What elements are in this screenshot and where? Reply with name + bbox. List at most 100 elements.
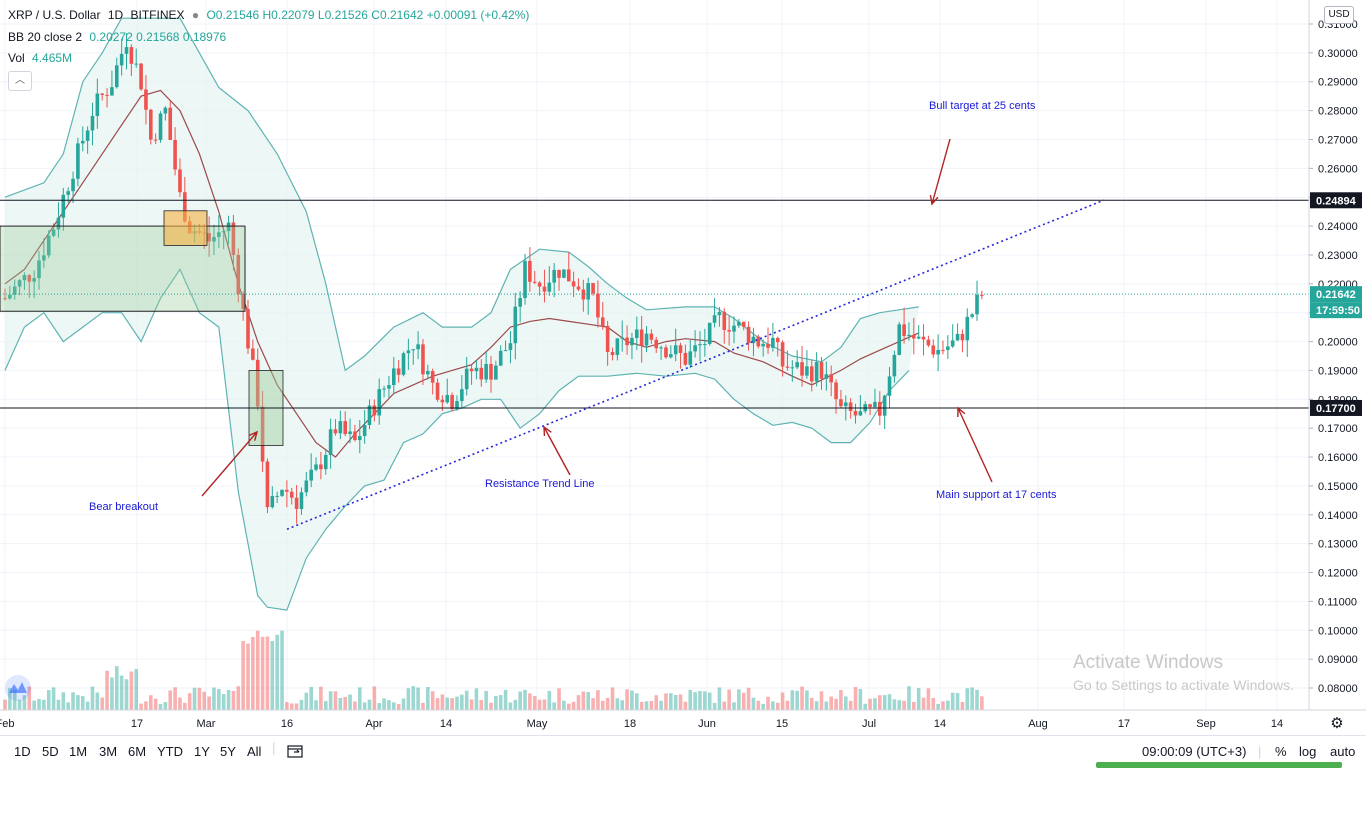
candle-body bbox=[557, 269, 561, 278]
bear-breakout-arrow-head bbox=[248, 430, 259, 441]
volume-bar bbox=[173, 687, 177, 710]
candle-body bbox=[319, 464, 323, 470]
range-3m[interactable]: 3M bbox=[99, 744, 118, 759]
countdown-badge: 17:59:50 bbox=[1316, 305, 1360, 317]
volume-bar bbox=[56, 699, 61, 710]
range-6m[interactable]: 6M bbox=[128, 744, 147, 759]
volume-bar bbox=[795, 690, 799, 710]
candle-body bbox=[32, 278, 36, 282]
volume-bar bbox=[809, 697, 814, 710]
volume-bar bbox=[464, 690, 469, 710]
candle-body bbox=[353, 431, 357, 441]
loading-progress-bar bbox=[1096, 762, 1342, 768]
volume-bar bbox=[635, 693, 639, 710]
range-1d[interactable]: 1D bbox=[14, 744, 31, 759]
price-tick-label: 0.23000 bbox=[1318, 250, 1358, 262]
time-tick-label: 14 bbox=[934, 718, 946, 730]
candle-body bbox=[921, 336, 926, 340]
currency-badge[interactable]: USD bbox=[1324, 6, 1354, 24]
volume-bar bbox=[863, 703, 868, 710]
candle-body bbox=[255, 359, 260, 407]
candle-body bbox=[780, 342, 785, 367]
candle-body bbox=[323, 454, 328, 470]
settings-gear-icon[interactable]: ⚙ bbox=[1330, 715, 1343, 732]
date-range-icon[interactable] bbox=[286, 743, 304, 759]
volume-bar bbox=[416, 687, 420, 710]
candle-body bbox=[605, 325, 610, 352]
candle-body bbox=[207, 233, 211, 242]
candle-body bbox=[396, 368, 401, 375]
auto-toggle[interactable]: auto bbox=[1330, 744, 1356, 759]
support-arrow bbox=[957, 407, 993, 483]
volume-bar bbox=[620, 700, 625, 710]
chart-logo-icon bbox=[5, 675, 31, 701]
candle-body bbox=[975, 294, 979, 315]
clock-timezone[interactable]: 09:00:09 (UTC+3) bbox=[1142, 744, 1247, 759]
bull-target-arrow bbox=[931, 138, 951, 205]
range-ytd[interactable]: YTD bbox=[157, 744, 183, 759]
volume-bar bbox=[17, 699, 22, 710]
volume-bar bbox=[503, 689, 508, 710]
log-toggle[interactable]: log bbox=[1299, 744, 1317, 759]
volume-bar bbox=[659, 700, 663, 710]
volume-bar bbox=[751, 697, 756, 710]
range-1y[interactable]: 1Y bbox=[194, 744, 210, 759]
interval-label[interactable]: 1D bbox=[107, 8, 124, 22]
volume-bar bbox=[756, 700, 761, 710]
candle-body bbox=[231, 222, 236, 255]
volume-bar bbox=[912, 701, 916, 710]
price-tick-label: 0.09000 bbox=[1318, 654, 1358, 666]
volume-bar bbox=[775, 702, 780, 710]
volume-bar bbox=[722, 701, 727, 710]
candle-body bbox=[479, 367, 484, 380]
candle-body bbox=[625, 337, 629, 346]
collapse-legend-button[interactable]: ︿ bbox=[8, 71, 32, 91]
volume-bar bbox=[921, 697, 926, 710]
watermark-title: Activate Windows bbox=[1073, 652, 1223, 673]
bb-label[interactable]: BB 20 close 2 bbox=[8, 30, 83, 44]
volume-bar bbox=[241, 640, 245, 710]
candle-body bbox=[285, 489, 289, 492]
vol-label[interactable]: Vol bbox=[8, 51, 25, 65]
price-tick-label: 0.24000 bbox=[1318, 221, 1358, 233]
volume-bar bbox=[450, 698, 454, 710]
countdown-badge-bg bbox=[1310, 302, 1362, 319]
candle-body bbox=[61, 194, 66, 218]
range-all[interactable]: All bbox=[247, 744, 262, 759]
candle-body bbox=[600, 317, 605, 326]
volume-bar bbox=[586, 692, 590, 710]
percent-toggle[interactable]: % bbox=[1275, 744, 1287, 759]
candle-body bbox=[119, 53, 124, 66]
toolbar-divider: | bbox=[272, 740, 276, 755]
volume-bar bbox=[591, 698, 595, 710]
price-tick-label: 0.15000 bbox=[1318, 481, 1358, 493]
time-tick-label: 16 bbox=[281, 718, 293, 730]
volume-bar bbox=[557, 688, 561, 710]
price-chart[interactable]: Bull target at 25 cents Bear breakout Resi… bbox=[0, 0, 1366, 735]
candle-body bbox=[800, 362, 804, 376]
volume-bar bbox=[853, 687, 858, 710]
candle-body bbox=[309, 469, 313, 481]
volume-bar bbox=[605, 697, 610, 710]
candle-body bbox=[46, 235, 51, 256]
price-tick-label: 0.27000 bbox=[1318, 134, 1358, 146]
candle-body bbox=[843, 402, 848, 407]
bull-target-label: Bull target at 25 cents bbox=[929, 100, 1036, 112]
volume-bar bbox=[251, 636, 255, 710]
candle-body bbox=[878, 401, 882, 416]
candle-body bbox=[566, 269, 571, 282]
candle-body bbox=[591, 283, 595, 294]
time-tick-label: 14 bbox=[440, 718, 452, 730]
symbol-name[interactable]: XRP / U.S. Dollar bbox=[8, 8, 101, 22]
time-tick-label: 18 bbox=[624, 718, 636, 730]
candle-body bbox=[265, 461, 270, 508]
candle-body bbox=[251, 348, 255, 360]
range-1m[interactable]: 1M bbox=[69, 744, 88, 759]
price-tick-label: 0.17000 bbox=[1318, 423, 1358, 435]
candle-body bbox=[12, 286, 17, 295]
range-5d[interactable]: 5D bbox=[42, 744, 59, 759]
volume-bar bbox=[22, 695, 27, 710]
candle-body bbox=[751, 336, 756, 344]
range-5y[interactable]: 5Y bbox=[220, 744, 236, 759]
time-tick-label: Apr bbox=[365, 718, 382, 730]
